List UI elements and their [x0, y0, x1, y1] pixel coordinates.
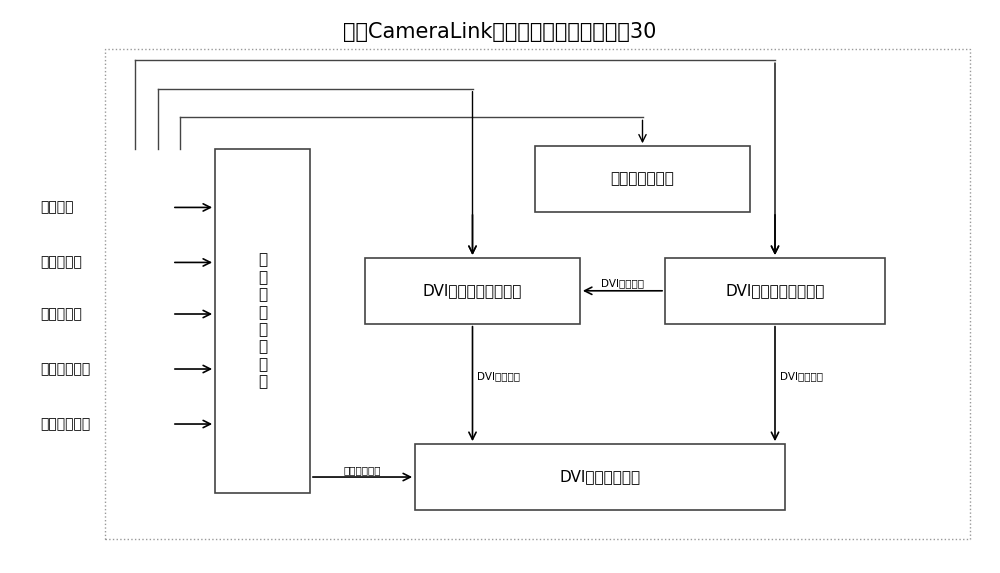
Text: DVI时钟信号产生模块: DVI时钟信号产生模块: [725, 283, 825, 299]
Text: DVI同步信号: DVI同步信号: [478, 371, 520, 381]
Bar: [215, 149, 310, 493]
Bar: [365, 258, 580, 324]
Text: 行同步信号: 行同步信号: [40, 307, 82, 321]
Text: 基于CameraLink协议的视频图像显示装置30: 基于CameraLink协议的视频图像显示装置30: [343, 22, 657, 41]
Text: DVI同步信号产生模块: DVI同步信号产生模块: [423, 283, 522, 299]
Text: 图像数据信号: 图像数据信号: [344, 465, 381, 474]
Text: 图像数据信号: 图像数据信号: [40, 417, 90, 431]
Text: DVI时钟信号: DVI时钟信号: [601, 278, 644, 288]
Text: 时钟信号: 时钟信号: [40, 201, 74, 214]
Bar: [535, 146, 750, 212]
Text: DVI时钟信号: DVI时钟信号: [780, 371, 823, 381]
Bar: [665, 258, 885, 324]
Text: 帧同步信号: 帧同步信号: [40, 256, 82, 269]
Bar: [105, 49, 970, 539]
Text: 视
频
数
据
输
入
模
块: 视 频 数 据 输 入 模 块: [258, 253, 267, 389]
Text: 数据有效信号: 数据有效信号: [40, 362, 90, 376]
Bar: [415, 444, 785, 510]
Text: DVI视频输出模块: DVI视频输出模块: [559, 469, 641, 485]
Text: 分辨率检测模块: 分辨率检测模块: [611, 171, 674, 187]
